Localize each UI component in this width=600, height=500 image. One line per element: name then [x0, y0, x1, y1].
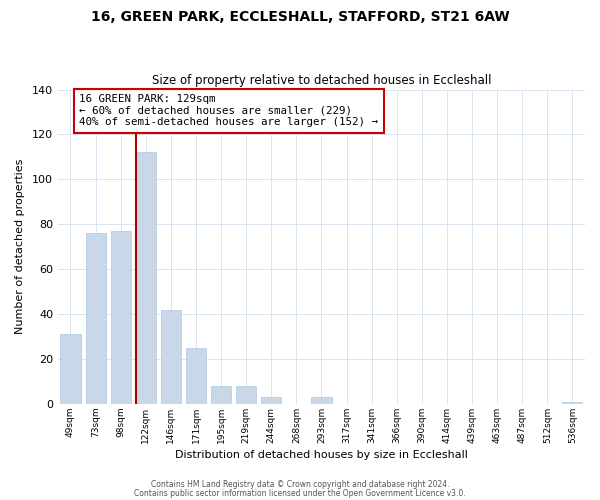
Bar: [110, 231, 131, 404]
Bar: [311, 397, 332, 404]
Bar: [562, 402, 583, 404]
X-axis label: Distribution of detached houses by size in Eccleshall: Distribution of detached houses by size …: [175, 450, 468, 460]
Title: Size of property relative to detached houses in Eccleshall: Size of property relative to detached ho…: [152, 74, 491, 87]
Bar: [136, 152, 156, 404]
Bar: [161, 310, 181, 404]
Bar: [211, 386, 231, 404]
Bar: [61, 334, 80, 404]
Bar: [236, 386, 256, 404]
Bar: [86, 234, 106, 404]
Bar: [261, 397, 281, 404]
Text: Contains public sector information licensed under the Open Government Licence v3: Contains public sector information licen…: [134, 489, 466, 498]
Bar: [186, 348, 206, 404]
Text: Contains HM Land Registry data © Crown copyright and database right 2024.: Contains HM Land Registry data © Crown c…: [151, 480, 449, 489]
Y-axis label: Number of detached properties: Number of detached properties: [15, 159, 25, 334]
Text: 16 GREEN PARK: 129sqm
← 60% of detached houses are smaller (229)
40% of semi-det: 16 GREEN PARK: 129sqm ← 60% of detached …: [79, 94, 378, 127]
Text: 16, GREEN PARK, ECCLESHALL, STAFFORD, ST21 6AW: 16, GREEN PARK, ECCLESHALL, STAFFORD, ST…: [91, 10, 509, 24]
